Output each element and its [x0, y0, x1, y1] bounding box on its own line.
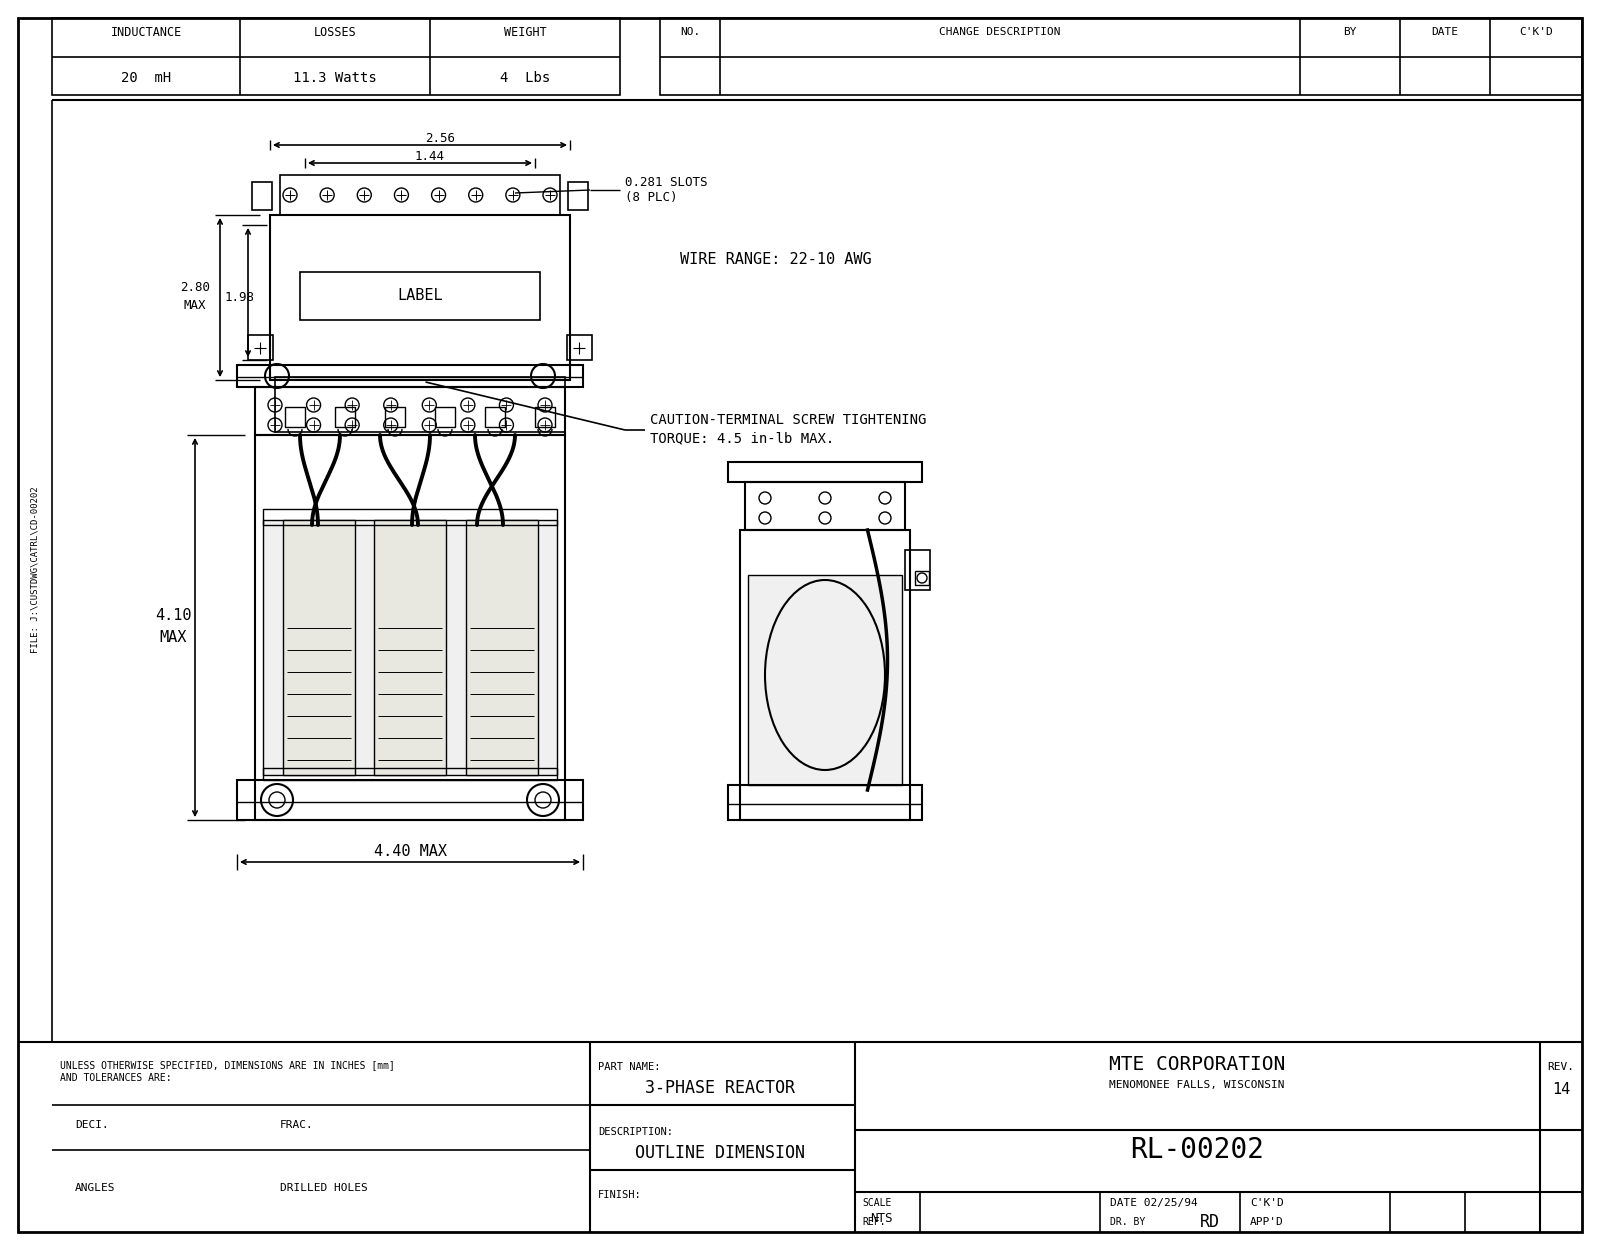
Text: 14: 14: [1552, 1082, 1570, 1098]
Bar: [374, 520, 446, 775]
Text: 4  Lbs: 4 Lbs: [499, 71, 550, 85]
Text: FRAC.: FRAC.: [280, 1120, 314, 1130]
Text: SCALE: SCALE: [862, 1198, 891, 1208]
Text: 11.3 Watts: 11.3 Watts: [293, 71, 378, 85]
Text: MENOMONEE FALLS, WISCONSIN: MENOMONEE FALLS, WISCONSIN: [1109, 1080, 1285, 1090]
Text: LABEL: LABEL: [397, 289, 443, 304]
Text: RL-00202: RL-00202: [1130, 1136, 1264, 1164]
Bar: [568, 182, 589, 210]
Bar: [534, 408, 555, 428]
Text: (8 PLC): (8 PLC): [626, 191, 677, 205]
Bar: [270, 215, 570, 380]
Bar: [334, 408, 355, 428]
Text: APP'D: APP'D: [1250, 1218, 1283, 1228]
Text: OUTLINE DIMENSION: OUTLINE DIMENSION: [635, 1144, 805, 1162]
Bar: [906, 550, 930, 590]
Text: FILE: J:\CUSTDWG\CATRL\CD-00202: FILE: J:\CUSTDWG\CATRL\CD-00202: [30, 486, 40, 654]
Text: DR. BY: DR. BY: [1110, 1218, 1146, 1228]
Bar: [739, 530, 910, 820]
Text: DATE 02/25/94: DATE 02/25/94: [1110, 1198, 1198, 1208]
Text: 2.56: 2.56: [426, 132, 454, 145]
Bar: [51, 18, 621, 95]
Text: 1.98: 1.98: [226, 291, 254, 304]
Text: 2.80: 2.80: [179, 281, 210, 294]
Text: WEIGHT: WEIGHT: [504, 25, 546, 39]
Text: DESCRIPTION:: DESCRIPTION:: [598, 1128, 674, 1138]
Bar: [435, 408, 454, 428]
Text: ANGLES: ANGLES: [75, 1182, 115, 1192]
Bar: [253, 182, 272, 210]
Text: WIRE RANGE: 22-10 AWG: WIRE RANGE: 22-10 AWG: [680, 253, 872, 268]
Text: 1.44: 1.44: [414, 150, 445, 164]
Text: TORQUE: 4.5 in-lb MAX.: TORQUE: 4.5 in-lb MAX.: [650, 431, 834, 445]
Text: 4.10: 4.10: [155, 608, 192, 622]
Bar: [248, 335, 274, 360]
Text: FINISH:: FINISH:: [598, 1190, 642, 1200]
Bar: [728, 785, 922, 820]
Bar: [301, 272, 541, 320]
Bar: [746, 482, 906, 530]
Text: DATE: DATE: [1432, 28, 1459, 38]
Bar: [262, 768, 557, 780]
Bar: [254, 435, 565, 820]
Text: 4.40 MAX: 4.40 MAX: [373, 845, 446, 860]
Bar: [262, 509, 557, 525]
Bar: [749, 575, 902, 785]
Bar: [285, 408, 306, 428]
Bar: [386, 408, 405, 428]
Bar: [485, 408, 506, 428]
Text: 0.281 SLOTS: 0.281 SLOTS: [626, 175, 707, 189]
Text: DRILLED HOLES: DRILLED HOLES: [280, 1182, 368, 1192]
Text: C'K'D: C'K'D: [1518, 28, 1554, 38]
Bar: [466, 520, 538, 775]
Text: CHANGE DESCRIPTION: CHANGE DESCRIPTION: [939, 28, 1061, 38]
Bar: [915, 571, 930, 585]
Text: 3-PHASE REACTOR: 3-PHASE REACTOR: [645, 1079, 795, 1098]
Bar: [254, 388, 565, 435]
Text: AND TOLERANCES ARE:: AND TOLERANCES ARE:: [61, 1072, 171, 1082]
Text: BY: BY: [1344, 28, 1357, 38]
Bar: [566, 335, 592, 360]
Bar: [237, 365, 582, 388]
Bar: [237, 780, 582, 820]
Text: MTE CORPORATION: MTE CORPORATION: [1109, 1055, 1285, 1075]
Text: REV.: REV.: [1547, 1062, 1574, 1072]
Bar: [262, 520, 557, 775]
Bar: [728, 462, 922, 482]
Text: MAX: MAX: [160, 630, 187, 645]
Bar: [661, 18, 1582, 95]
Text: CAUTION-TERMINAL SCREW TIGHTENING: CAUTION-TERMINAL SCREW TIGHTENING: [650, 412, 926, 428]
Text: NO.: NO.: [680, 28, 701, 38]
Text: RD: RD: [1200, 1212, 1221, 1231]
Text: LOSSES: LOSSES: [314, 25, 357, 39]
Text: NTS: NTS: [870, 1211, 893, 1225]
Text: UNLESS OTHERWISE SPECIFIED, DIMENSIONS ARE IN INCHES [mm]: UNLESS OTHERWISE SPECIFIED, DIMENSIONS A…: [61, 1060, 395, 1070]
Text: MAX: MAX: [184, 299, 206, 312]
Bar: [275, 378, 565, 432]
Bar: [280, 175, 560, 215]
Text: PART NAME:: PART NAME:: [598, 1062, 661, 1072]
Text: C'K'D: C'K'D: [1250, 1198, 1283, 1208]
Text: INDUCTANCE: INDUCTANCE: [110, 25, 182, 39]
Text: 20  mH: 20 mH: [122, 71, 171, 85]
Bar: [283, 520, 355, 775]
Text: REF.: REF.: [862, 1218, 885, 1228]
Text: DECI.: DECI.: [75, 1120, 109, 1130]
